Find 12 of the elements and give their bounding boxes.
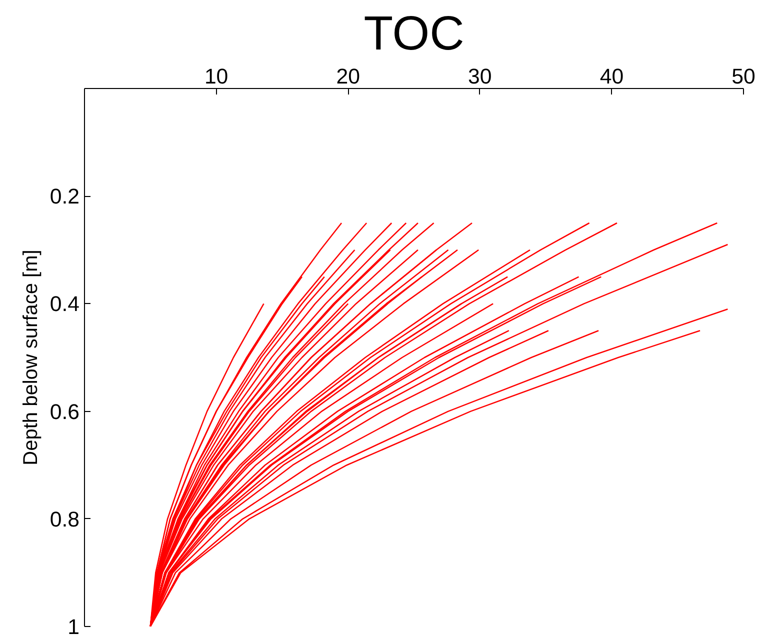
x-tick-label: 30 (468, 64, 492, 88)
y-tick-label: 0.8 (50, 507, 80, 532)
y-tick-label: 0.6 (50, 400, 80, 424)
chart-title: TOC (364, 8, 464, 60)
x-tick-label: 20 (336, 64, 360, 88)
x-tick-label: 40 (600, 64, 624, 88)
x-tick-label: 10 (204, 64, 228, 88)
y-tick-label: 0.2 (50, 184, 80, 209)
y-axis-title: Depth below surface [m] (20, 250, 42, 466)
x-tick-label: 50 (732, 64, 756, 88)
y-tick-label: 1 (68, 615, 80, 638)
y-tick-label: 0.4 (50, 292, 80, 316)
